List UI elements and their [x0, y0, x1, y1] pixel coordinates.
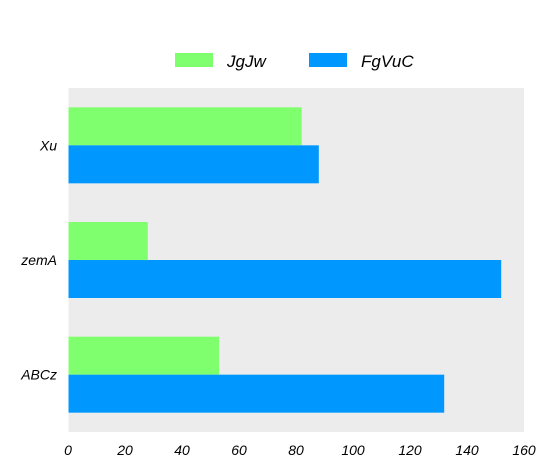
- x-tick-label: 80: [288, 442, 304, 458]
- bar-fgvuc-xu: [68, 145, 319, 184]
- x-tick-label: 0: [64, 442, 72, 458]
- bar-jgjw-abcz: [68, 336, 220, 375]
- x-tick-label: 40: [174, 442, 190, 458]
- bar-jgjw-xu: [68, 107, 302, 146]
- bar-fgvuc-zema: [68, 260, 502, 298]
- legend-swatch-jgjw: [175, 53, 213, 67]
- x-tick-label: 20: [116, 442, 133, 458]
- bar-fgvuc-abcz: [68, 374, 445, 413]
- legend: JgJw FgVuC: [175, 52, 414, 71]
- y-label-xu: Xu: [39, 137, 57, 153]
- x-tick-label: 140: [455, 442, 479, 458]
- bars-group: [68, 107, 502, 413]
- legend-label-jgjw: JgJw: [226, 52, 267, 71]
- x-axis-ticks: 0 20 40 60 80 100 120 140 160: [64, 442, 536, 458]
- y-label-abcz: ABCz: [20, 367, 57, 383]
- x-tick-label: 120: [398, 442, 422, 458]
- x-tick-label: 160: [512, 442, 536, 458]
- legend-swatch-fgvuc: [309, 53, 347, 67]
- y-label-zema: zemA: [20, 252, 57, 268]
- legend-label-fgvuc: FgVuC: [361, 52, 414, 71]
- x-tick-label: 60: [231, 442, 247, 458]
- bar-jgjw-zema: [68, 222, 148, 260]
- x-tick-label: 100: [341, 442, 365, 458]
- y-axis-category-labels: Xu zemA ABCz: [20, 137, 57, 382]
